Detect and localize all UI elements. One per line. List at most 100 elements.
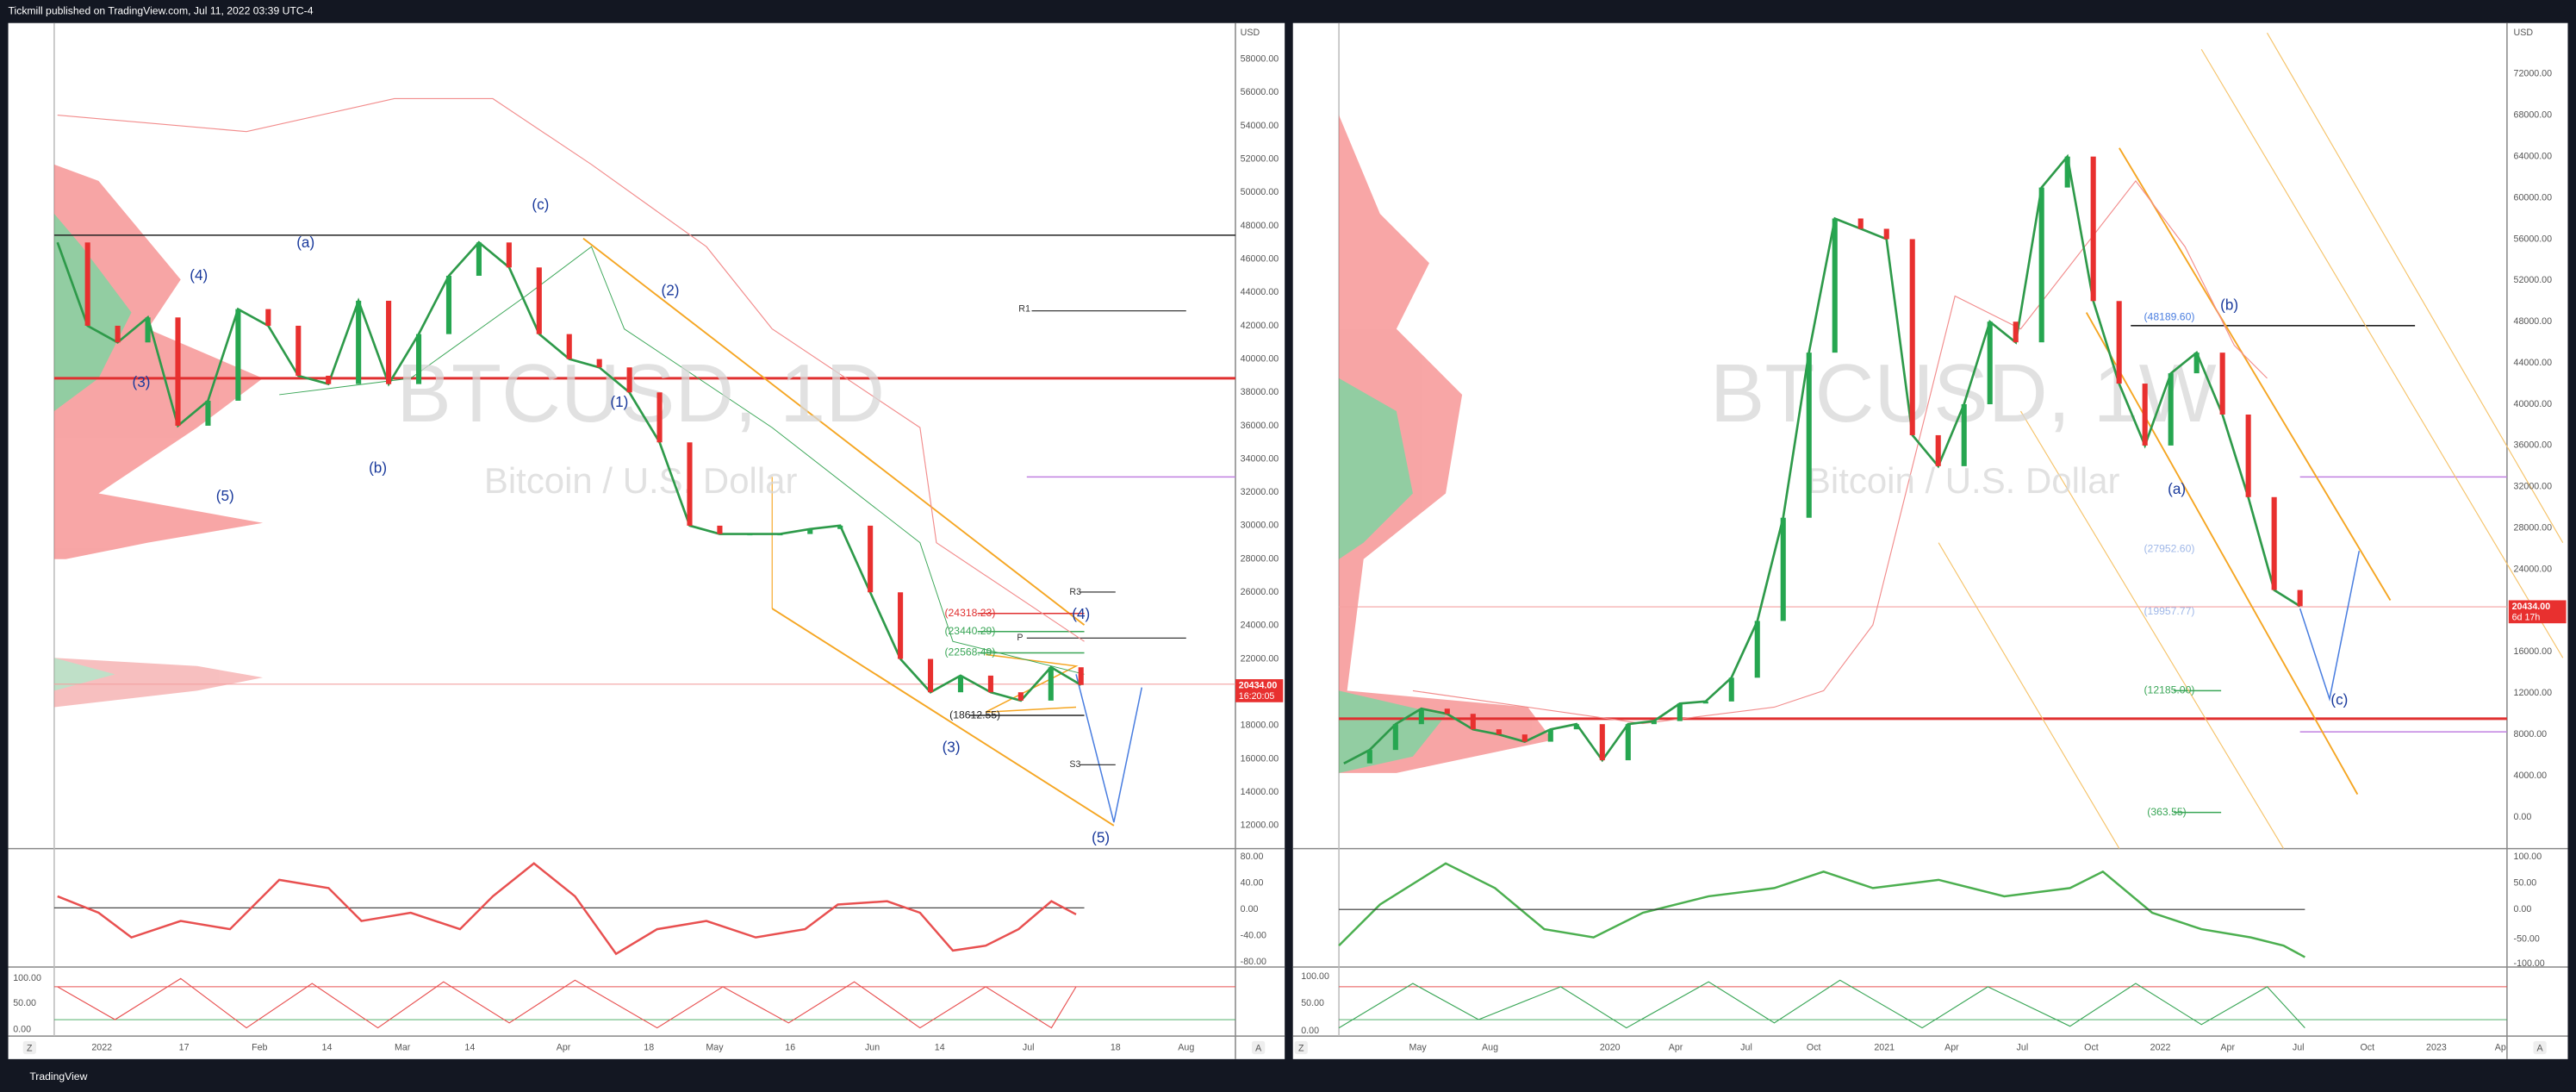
time-label: 16 [785,1042,795,1052]
rsi-label: -50.00 [2514,933,2540,944]
candle [868,525,874,593]
pivot-label: R3 [1069,587,1081,597]
price-label: 38000.00 [1241,387,1279,397]
candle [356,300,362,384]
price-label: 18000.00 [1241,721,1279,731]
wave-label: (b) [369,459,387,476]
price-label: 44000.00 [1241,287,1279,297]
candle [145,317,151,343]
candle [506,242,512,268]
time-label: May [1409,1042,1428,1052]
pane-button[interactable] [22,1040,36,1055]
oscillators [53,862,2507,1029]
fib-label: (18612.55) [949,708,1000,721]
pane-button[interactable] [2533,1040,2547,1055]
candle [2245,414,2251,497]
price-label: 28000.00 [1241,553,1279,564]
price-label: 16000.00 [2514,646,2553,657]
candle [2116,301,2122,384]
watermark-symbol: BTCUSD, 1D [396,348,885,440]
candle [415,334,422,384]
last-price: 20434.00 [2512,602,2551,612]
candle [1599,724,1605,761]
fib-label: (19957.77) [2144,605,2194,617]
candle [476,242,482,276]
price-label: 14000.00 [1241,787,1279,797]
pane-button[interactable] [1252,1040,1266,1055]
wave-label: (3) [133,373,151,390]
stoch-label: 100.00 [13,973,41,983]
pane-button-label[interactable]: Z [27,1043,33,1053]
candle [1392,724,1398,751]
currency: USD [1241,28,1260,38]
candle [1078,667,1084,685]
candle [927,658,934,693]
time-label: Oct [1807,1042,1821,1052]
stoch-label: 50.00 [13,998,36,1008]
candle [1651,721,1657,725]
rsi-label: 100.00 [2514,852,2542,862]
price-label: 48000.00 [1241,221,1279,231]
pane-button-label[interactable]: A [1255,1043,1262,1053]
time-label: 2022 [2150,1042,2171,1052]
wave-label: (4) [1072,605,1090,622]
fib-label: (363.55) [2147,806,2186,818]
rsi-label: 0.00 [1241,904,1259,914]
candle [656,392,663,443]
wave-label: (a) [296,234,314,251]
pane-button[interactable] [1294,1040,1308,1055]
time-label: 18 [1111,1042,1121,1052]
pane-button-label[interactable]: Z [1298,1043,1304,1053]
wave-label: (b) [2220,296,2238,313]
price-label: 24000.00 [2514,564,2553,574]
price-label: 40000.00 [2514,399,2553,409]
candle [296,325,302,376]
candle [1754,621,1760,678]
time-label: Jun [865,1042,880,1052]
candle [1728,677,1734,702]
candle [2013,321,2019,343]
price-label: 22000.00 [1241,653,1279,664]
pane-button-label[interactable]: A [2536,1043,2543,1053]
price-label: 32000.00 [1241,487,1279,497]
fib-label: (24318.23) [944,607,995,619]
candle [115,325,121,343]
price-label: 12000.00 [2514,688,2553,698]
candle [1935,434,1941,466]
time-label: Oct [2084,1042,2099,1052]
wave-label: (2) [662,281,680,298]
brand: TradingView [29,1070,87,1083]
price-line [1343,153,2301,764]
candle [1909,239,1915,435]
wave-label: (c) [532,196,549,213]
time-label: 17 [179,1042,190,1052]
time-label: Mar [395,1042,411,1052]
time-label: 14 [935,1042,945,1052]
candle [2038,187,2044,343]
time-label: 2021 [1874,1042,1895,1052]
fib-label: (48189.60) [2144,310,2194,322]
price-label: 64000.00 [2514,151,2553,161]
time-label: Jul [1740,1042,1752,1052]
price-label: 50000.00 [1241,187,1279,197]
pivot-label: P [1017,633,1023,643]
price-label: 28000.00 [2514,523,2553,534]
candle [1883,228,1889,240]
publisher: Tickmill published on TradingView.com, J… [9,5,314,17]
price-label: 8000.00 [2514,729,2548,739]
candle [566,334,572,359]
price-label: 52000.00 [1241,153,1279,164]
left-panel [8,22,1285,1059]
candle [717,525,723,534]
candle [807,528,813,534]
price-label: 46000.00 [1241,253,1279,264]
fib-label: (12185.00) [2144,684,2194,696]
candle [898,592,904,659]
stoch-label: 100.00 [1301,971,1329,982]
price-label: 58000.00 [1241,54,1279,65]
price-label: 72000.00 [2514,69,2553,79]
drawings [53,32,2564,849]
price-label: 26000.00 [1241,587,1279,597]
stoch-label: 0.00 [13,1024,31,1034]
candle [1961,404,1967,466]
